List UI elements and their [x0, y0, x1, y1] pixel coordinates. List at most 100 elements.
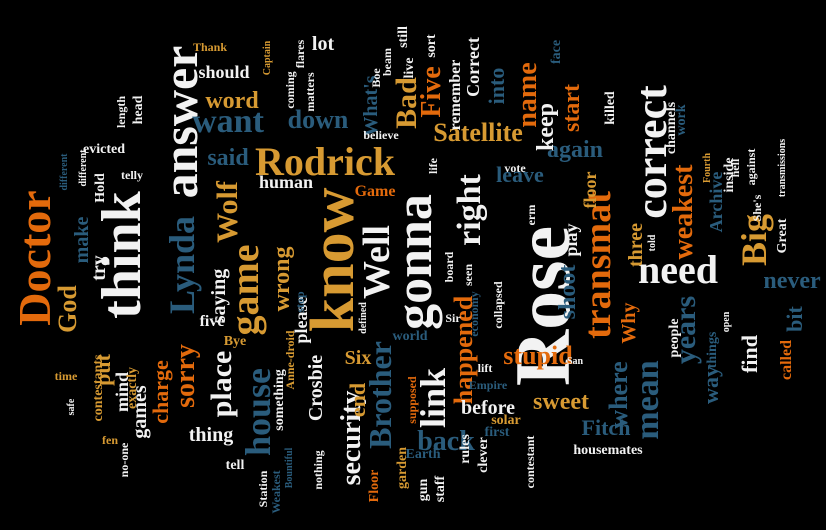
cloud-word: Doctor [9, 190, 60, 326]
cloud-word: Floor [367, 469, 382, 503]
cloud-word: stupid [503, 341, 573, 370]
cloud-word: time [54, 369, 78, 383]
cloud-word: hell [728, 158, 742, 178]
cloud-word: erm [524, 204, 538, 226]
cloud-word: transmissions [777, 138, 788, 198]
cloud-word: called [778, 340, 795, 380]
cloud-word: floor [580, 171, 600, 209]
cloud-word: channels [664, 101, 679, 155]
cloud-word: rules [458, 434, 473, 464]
cloud-word: place [205, 350, 238, 418]
cloud-word: Earth [405, 447, 441, 462]
cloud-word: contestant [523, 435, 537, 489]
cloud-word: Anne-droid [283, 330, 297, 390]
cloud-word: nothing [311, 450, 325, 490]
cloud-word: Why [618, 302, 640, 344]
cloud-word: remember [447, 59, 464, 131]
cloud-word: know [299, 187, 367, 333]
cloud-word: still [396, 26, 411, 48]
cloud-word: way [698, 366, 723, 404]
cloud-word: sorry [170, 344, 201, 408]
cloud-word: flares [293, 39, 307, 69]
cloud-word: economy [467, 291, 481, 337]
cloud-word: Thank [192, 40, 228, 54]
cloud-word: again [546, 137, 604, 163]
cloud-word: Game [354, 183, 396, 200]
cloud-word: open [721, 311, 732, 333]
cloud-word: want [192, 103, 264, 140]
cloud-word: down [287, 105, 349, 134]
cloud-word: told [647, 234, 658, 252]
cloud-word: against [744, 148, 758, 186]
cloud-word: length [114, 95, 128, 129]
cloud-word: Hold [93, 173, 108, 203]
cloud-word: never [763, 268, 821, 294]
cloud-word: Rodrick [255, 139, 395, 184]
cloud-word: house [238, 367, 278, 457]
cloud-word: Empire [468, 378, 508, 392]
cloud-word: mean [629, 360, 666, 440]
cloud-word: start [559, 84, 585, 132]
cloud-word: Five [416, 66, 447, 118]
cloud-word: before [460, 397, 516, 419]
cloud-word: three [625, 222, 647, 268]
cloud-word: back [417, 426, 475, 457]
cloud-word: sweet [533, 389, 589, 415]
cloud-word: keep [533, 103, 559, 151]
cloud-word: people [667, 318, 682, 358]
cloud-word: staff [433, 475, 448, 503]
cloud-word: exactly [125, 367, 140, 409]
cloud-word: matters [303, 72, 317, 112]
cloud-word: Big [734, 213, 774, 267]
cloud-word: God [53, 285, 82, 333]
cloud-word: Wolf [211, 181, 244, 243]
cloud-word: clever [476, 437, 491, 473]
cloud-word: contestants [91, 354, 106, 422]
cloud-word: face [549, 39, 564, 65]
cloud-word: San [566, 356, 584, 367]
cloud-word: Weakest [269, 470, 283, 514]
cloud-word: Bye [223, 334, 247, 349]
cloud-word: collapsed [491, 281, 505, 329]
cloud-word: find [737, 335, 762, 373]
cloud-word: end [345, 382, 370, 418]
cloud-word: need [638, 247, 718, 292]
cloud-word: Bountiful [284, 447, 295, 489]
cloud-word: lift [477, 361, 493, 375]
cloud-word: stop [293, 291, 307, 313]
cloud-word: seen [461, 264, 475, 286]
cloud-word: bit [782, 306, 807, 332]
cloud-word: beam [380, 48, 394, 76]
cloud-word: different [78, 149, 89, 187]
cloud-word: Correct [463, 37, 483, 97]
cloud-word: Crosbie [305, 354, 327, 422]
cloud-word: live [402, 57, 417, 79]
cloud-word: vote [504, 161, 526, 175]
cloud-word: transmat [577, 191, 619, 339]
cloud-word: head [131, 95, 146, 125]
cloud-word: solar [491, 413, 521, 428]
cloud-word: should [198, 62, 250, 82]
cloud-word: supposed [405, 376, 419, 424]
cloud-word: Well [356, 225, 398, 299]
cloud-word: weakest [668, 164, 699, 260]
cloud-word: first [484, 425, 510, 440]
cloud-word: Sir [445, 311, 461, 325]
cloud-word: different [59, 153, 70, 191]
cloud-word: She's [750, 194, 764, 222]
cloud-word: said [207, 145, 249, 171]
cloud-word: word [205, 88, 259, 114]
cloud-word: right [451, 174, 488, 246]
cloud-word: things [705, 331, 720, 369]
cloud-word: believe [363, 128, 399, 142]
cloud-word: link [413, 367, 453, 429]
cloud-word: leave [496, 162, 544, 187]
cloud-word: Fitch [581, 415, 631, 440]
cloud-word: defined [358, 302, 369, 334]
cloud-word: shoot [555, 264, 581, 320]
cloud-word: make [71, 216, 93, 264]
cloud-word: Six [344, 347, 372, 369]
cloud-word: Lynda [162, 215, 202, 315]
cloud-word: lot [311, 33, 335, 55]
